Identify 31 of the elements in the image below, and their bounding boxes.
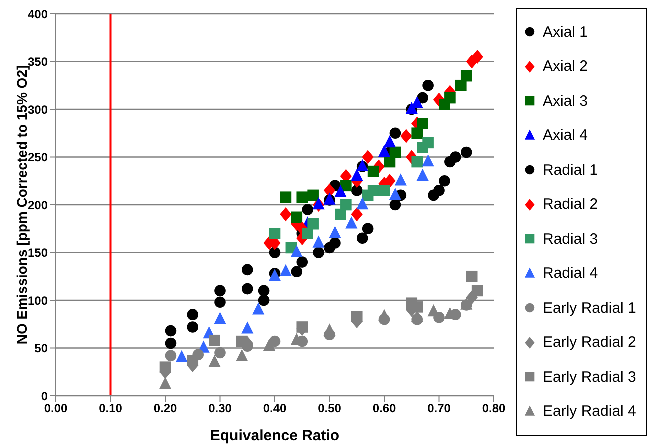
y-tick-label: 300 [28,102,48,117]
y-tick-label: 400 [28,7,48,22]
y-tick-label: 100 [28,294,48,308]
y-tick-label: 0 [41,389,48,404]
legend-label: Early Radial 3 [543,368,636,386]
legend-label: Axial 1 [543,24,588,41]
legend-label: Radial 1 [543,162,598,179]
legend-label: Axial 3 [543,92,588,110]
legend-label: Radial 4 [543,265,598,282]
x-tick-label: 0.50 [318,402,342,416]
x-tick-label: 0.40 [263,402,287,416]
x-tick-label: 0.10 [99,402,123,416]
legend-label: Axial 2 [543,58,588,76]
legend-label: Early Radial 1 [543,300,636,317]
legend-label: Radial 2 [543,196,598,214]
x-tick-label: 0.70 [428,402,452,416]
legend-label: Early Radial 2 [543,334,636,352]
x-tick-label: 0.30 [208,402,232,416]
legend-label: Axial 4 [543,127,588,144]
x-tick-label: 0.80 [482,402,506,416]
y-axis-title: NO Emissions [ppm Corrected to 15% O2] [14,65,30,345]
x-tick-label: 0.60 [372,402,396,416]
y-tick-label: 250 [28,150,48,165]
x-tick-label: 0.20 [154,402,178,416]
legend-label: Early Radial 4 [543,403,636,420]
y-tick-label: 50 [34,342,48,356]
x-axis-title: Equivalence Ratio [210,428,340,445]
y-tick-label: 150 [28,246,48,260]
y-tick-label: 200 [28,198,48,212]
legend-label: Radial 3 [543,230,598,248]
x-tick-label: 0.00 [44,402,68,416]
